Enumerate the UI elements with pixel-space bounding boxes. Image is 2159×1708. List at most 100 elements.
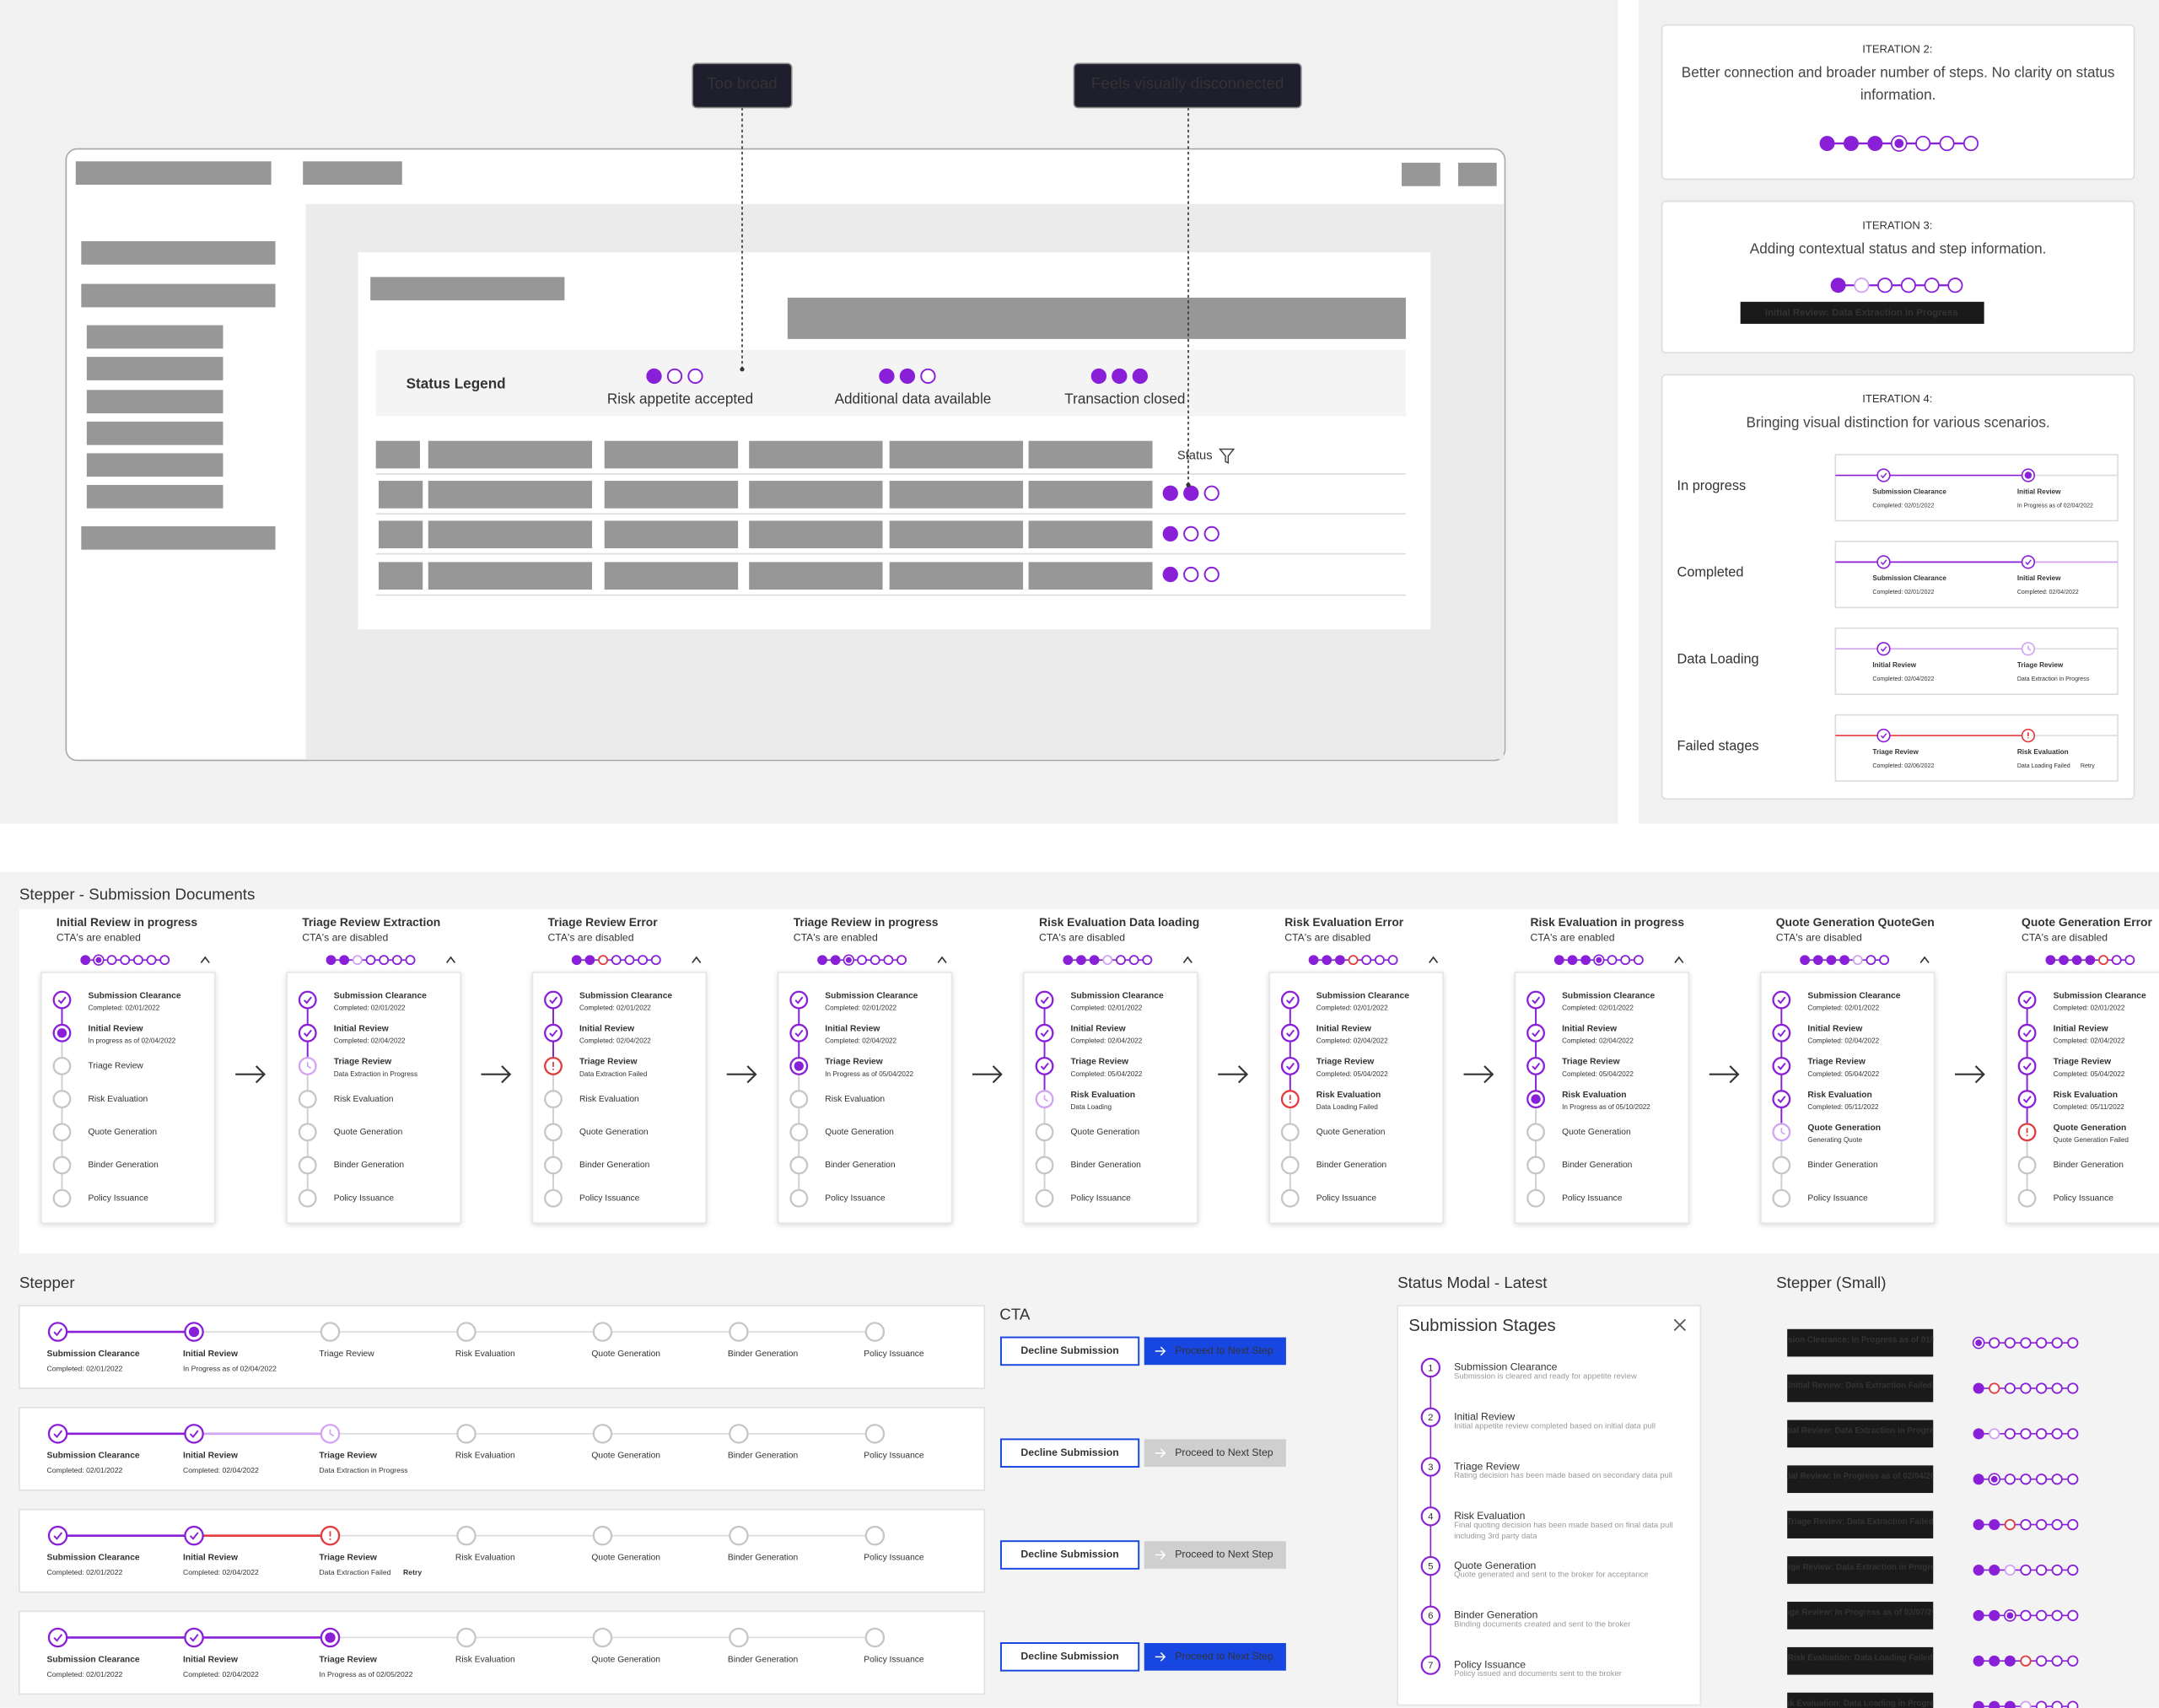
decline-button[interactable] xyxy=(999,1642,1140,1672)
placeholder-block xyxy=(889,562,1024,590)
mini-dot xyxy=(1973,1564,1984,1576)
check-icon xyxy=(1285,1062,1295,1070)
chevron-up[interactable] xyxy=(445,956,456,963)
badge-number: 7 xyxy=(1428,1661,1433,1671)
mini-dot xyxy=(611,955,622,966)
iteration-text: Bringing visual distinction for various … xyxy=(1746,414,2050,432)
decline-button[interactable] xyxy=(999,1336,1140,1366)
check-icon xyxy=(2022,996,2032,1005)
step-icon xyxy=(298,1188,317,1208)
iteration-label: ITERATION 2: xyxy=(1862,42,1932,55)
card-title: Risk Evaluation Error xyxy=(1284,915,1404,929)
mini-dot xyxy=(2067,1564,2079,1576)
card-title: Risk Evaluation in progress xyxy=(1531,915,1685,929)
step-sub: Completed: 02/01/2022 xyxy=(47,1670,123,1678)
placeholder-block xyxy=(889,481,1024,509)
mini-dot-core xyxy=(2006,1612,2014,1619)
error-dot xyxy=(2026,1134,2028,1137)
mini-dot xyxy=(2051,1428,2063,1440)
step-name: Submission Clearance xyxy=(1071,991,1164,1000)
step-name: Submission Clearance xyxy=(334,991,427,1000)
mini-dot xyxy=(1322,955,1333,966)
step-name: Triage Review xyxy=(319,1655,376,1664)
mini-dot xyxy=(1116,955,1126,966)
chevron-up[interactable] xyxy=(937,956,947,963)
chevron-up[interactable] xyxy=(200,956,210,963)
section-title: CTA xyxy=(999,1305,1031,1323)
step-icon xyxy=(544,1188,563,1208)
mini-dot-core xyxy=(845,956,852,963)
legend-dot xyxy=(879,368,895,385)
step-icon xyxy=(789,1123,809,1142)
placeholder-block xyxy=(86,357,223,380)
step-icon xyxy=(52,1090,72,1109)
proceed-label: Proceed to Next Step xyxy=(1175,1344,1273,1356)
placeholder-block xyxy=(81,525,276,550)
step-name: Triage Review xyxy=(825,1058,882,1067)
flow-arrow xyxy=(1709,1065,1740,1084)
mini-dot xyxy=(857,955,868,966)
step-name: Initial Review xyxy=(1071,1025,1126,1034)
section-title: Stepper - Submission Documents xyxy=(19,885,256,902)
scenario-card xyxy=(1834,541,2119,609)
decline-button[interactable] xyxy=(999,1540,1140,1570)
mini-dot xyxy=(2035,1382,2048,1394)
chevron-up[interactable] xyxy=(1919,956,1930,963)
placeholder-block xyxy=(787,297,1406,339)
chevron-up[interactable] xyxy=(1429,956,1439,963)
tooltip-text: Initial Review: In Progress as of 02/04/… xyxy=(1776,1472,1945,1481)
step-icon xyxy=(2021,555,2036,569)
placeholder-block xyxy=(370,277,565,301)
legend-dot xyxy=(646,368,662,385)
step-icon xyxy=(864,1424,886,1444)
check-icon xyxy=(53,1430,63,1439)
retry-link[interactable]: Retry xyxy=(403,1568,422,1576)
step-sub: Completed: 02/04/2022 xyxy=(825,1037,896,1045)
mini-dot xyxy=(1580,955,1591,966)
check-icon xyxy=(1880,559,1887,566)
mini-dot xyxy=(1989,1564,2000,1576)
iteration-card xyxy=(1661,24,2135,180)
chevron-up[interactable] xyxy=(1674,956,1684,963)
number-badge xyxy=(1420,1555,1440,1576)
placeholder-block xyxy=(378,562,423,590)
proceed-button[interactable] xyxy=(1144,1337,1286,1366)
legend-label: Additional data available xyxy=(835,390,992,407)
step-icon xyxy=(592,1627,613,1648)
chevron-up[interactable] xyxy=(1182,956,1193,963)
placeholder-block xyxy=(1028,520,1153,549)
step-icon xyxy=(789,1188,809,1208)
stage-desc: Final quoting decision has been made bas… xyxy=(1454,1522,1673,1541)
step-icon xyxy=(2017,1023,2037,1043)
card-subtitle: CTA's are enabled xyxy=(1531,931,1615,943)
clock-icon xyxy=(329,1429,335,1437)
mini-dot xyxy=(1989,1519,2000,1531)
clock-icon xyxy=(1043,1095,1048,1102)
retry-link[interactable]: Retry xyxy=(2081,763,2095,769)
scenario-card xyxy=(1834,627,2119,695)
scenario-label: Failed stages xyxy=(1677,738,1759,753)
mini-dot xyxy=(1854,277,1870,294)
step-name: Submission Clearance xyxy=(825,991,918,1000)
mini-dot xyxy=(598,955,609,966)
legend-dot xyxy=(920,368,936,385)
placeholder-block xyxy=(86,453,223,477)
placeholder-block xyxy=(1402,162,1440,186)
stage-desc-box: Quote generated and sent to the broker f… xyxy=(1454,1571,1648,1580)
step-name: Triage Review xyxy=(319,1350,374,1359)
step-icon xyxy=(47,1627,68,1648)
check-icon xyxy=(189,1634,199,1642)
mini-dot xyxy=(2059,955,2069,966)
close-icon[interactable] xyxy=(1673,1318,1687,1332)
callout-anchor xyxy=(740,367,745,372)
decline-label: Decline Submission xyxy=(1020,1447,1118,1458)
mini-dot xyxy=(1973,1655,1984,1667)
mini-dot xyxy=(2020,1609,2032,1621)
step-sub: Data Loading Failed xyxy=(2017,763,2070,769)
chevron-up[interactable] xyxy=(692,956,702,963)
check-icon xyxy=(53,1328,63,1337)
step-icon xyxy=(1035,1188,1054,1208)
mini-dot xyxy=(1877,277,1893,294)
decline-button[interactable] xyxy=(999,1438,1140,1468)
proceed-button[interactable] xyxy=(1144,1643,1286,1671)
